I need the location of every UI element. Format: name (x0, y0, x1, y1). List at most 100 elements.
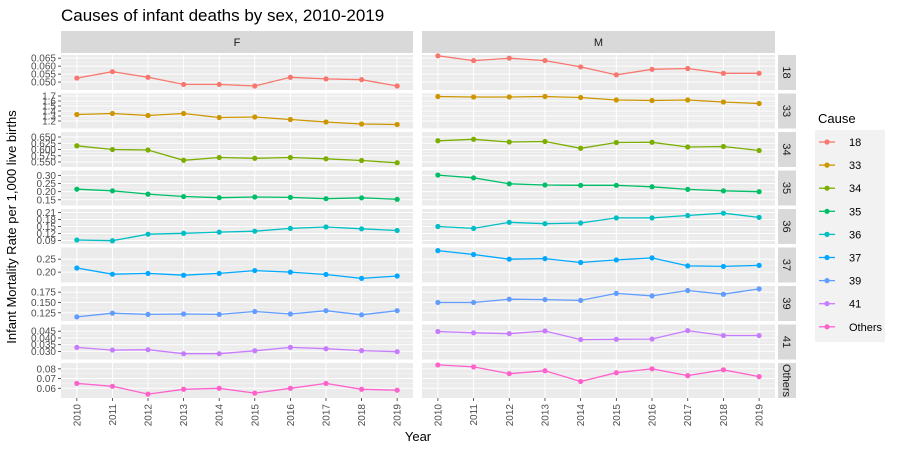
series-line-34-m (437, 138, 760, 152)
data-point (649, 293, 655, 299)
data-point (216, 385, 222, 391)
data-point (685, 212, 691, 219)
data-point (649, 255, 655, 261)
data-point (145, 74, 151, 80)
data-point (74, 75, 80, 81)
data-point (685, 144, 691, 150)
facet-strip-row (778, 170, 796, 206)
data-point (506, 94, 512, 100)
y-tick-label: 0.600 (31, 145, 56, 156)
data-point (216, 154, 222, 161)
data-point (216, 351, 222, 357)
data-point (216, 270, 222, 277)
y-tick-label: 0.125 (31, 308, 56, 319)
data-point (649, 184, 655, 190)
panel-background (61, 324, 413, 360)
data-point (470, 94, 477, 100)
data-point (358, 121, 365, 127)
y-tick-label: 0.09 (37, 236, 57, 247)
data-point (470, 364, 477, 370)
data-point (470, 57, 477, 64)
data-point (649, 97, 655, 104)
data-point (720, 99, 727, 105)
data-point (435, 138, 441, 144)
data-point (756, 262, 762, 268)
x-tick-label: 2011 (108, 404, 119, 426)
legend-key-point (824, 139, 830, 145)
data-point (74, 143, 80, 149)
data-point (470, 330, 477, 336)
data-point (506, 181, 512, 187)
data-point (394, 349, 400, 355)
facet-strip-row-label: 33 (780, 105, 792, 117)
legend-key-point (824, 231, 830, 237)
x-tick-label: 2010 (433, 404, 444, 427)
legend-label: 41 (849, 299, 861, 311)
legend: 18 33 34 35 36 37 39 41 Others (815, 130, 885, 342)
data-point (323, 380, 329, 387)
y-tick-label: 0.06 (37, 384, 57, 395)
data-point (542, 368, 548, 374)
legend-key-point (824, 324, 830, 330)
data-point (613, 139, 619, 146)
data-point (720, 210, 727, 216)
data-point (252, 194, 258, 200)
legend-label: 37 (849, 253, 861, 265)
facet-strip-row-label: 18 (780, 66, 792, 78)
y-tick-label: 0.25 (37, 179, 57, 190)
data-point (685, 186, 691, 192)
x-tick-label: 2018 (357, 404, 368, 427)
data-point (613, 336, 619, 342)
legend-label: 18 (849, 137, 861, 149)
data-point (287, 385, 293, 391)
y-tick-label: 0.030 (31, 347, 56, 358)
data-point (145, 347, 151, 353)
legend-label: 36 (849, 229, 861, 241)
data-point (435, 248, 441, 254)
y-tick-label: 0.20 (37, 268, 57, 279)
data-point (216, 311, 222, 318)
series-line-others-m (437, 364, 760, 383)
legend-label: 39 (849, 276, 861, 288)
y-tick-label: 1.5 (42, 102, 56, 113)
data-point (542, 182, 548, 188)
series-line-39-f (76, 310, 398, 318)
data-point (74, 314, 80, 320)
data-point (578, 220, 584, 226)
series-line-18-m (437, 55, 760, 76)
data-point (613, 182, 619, 188)
y-tick-label: 1.3 (42, 112, 56, 123)
legend-key-point (824, 278, 830, 284)
data-point (181, 110, 187, 117)
data-point (358, 275, 365, 281)
y-tick-label: 0.550 (31, 158, 56, 169)
data-point (145, 311, 151, 318)
y-tick-label: 1.6 (42, 97, 56, 108)
x-tick-label: 2012 (505, 404, 516, 427)
data-point (613, 290, 619, 297)
data-point (578, 182, 584, 188)
facet-strip-row-label: 39 (780, 297, 792, 309)
facet-strip-f (61, 31, 413, 53)
data-point (649, 66, 655, 72)
data-point (649, 139, 655, 145)
data-point (649, 215, 655, 221)
data-point (394, 273, 400, 279)
data-point (470, 175, 477, 181)
y-tick-label: 1.2 (42, 117, 56, 128)
panel-background (422, 324, 775, 360)
series-line-36-f (76, 226, 398, 242)
data-point (74, 344, 80, 350)
data-point (109, 238, 116, 244)
data-point (578, 297, 584, 304)
data-point (394, 160, 400, 166)
facet-strip-row-label: 36 (780, 220, 792, 232)
x-tick-label: 2016 (648, 404, 659, 427)
data-point (613, 257, 619, 263)
facet-strip-m (422, 31, 775, 53)
x-tick-label: 2010 (72, 404, 83, 427)
legend-key-point (824, 301, 830, 307)
data-point (74, 265, 80, 271)
x-tick-label: 2016 (286, 404, 297, 427)
data-point (358, 348, 365, 354)
